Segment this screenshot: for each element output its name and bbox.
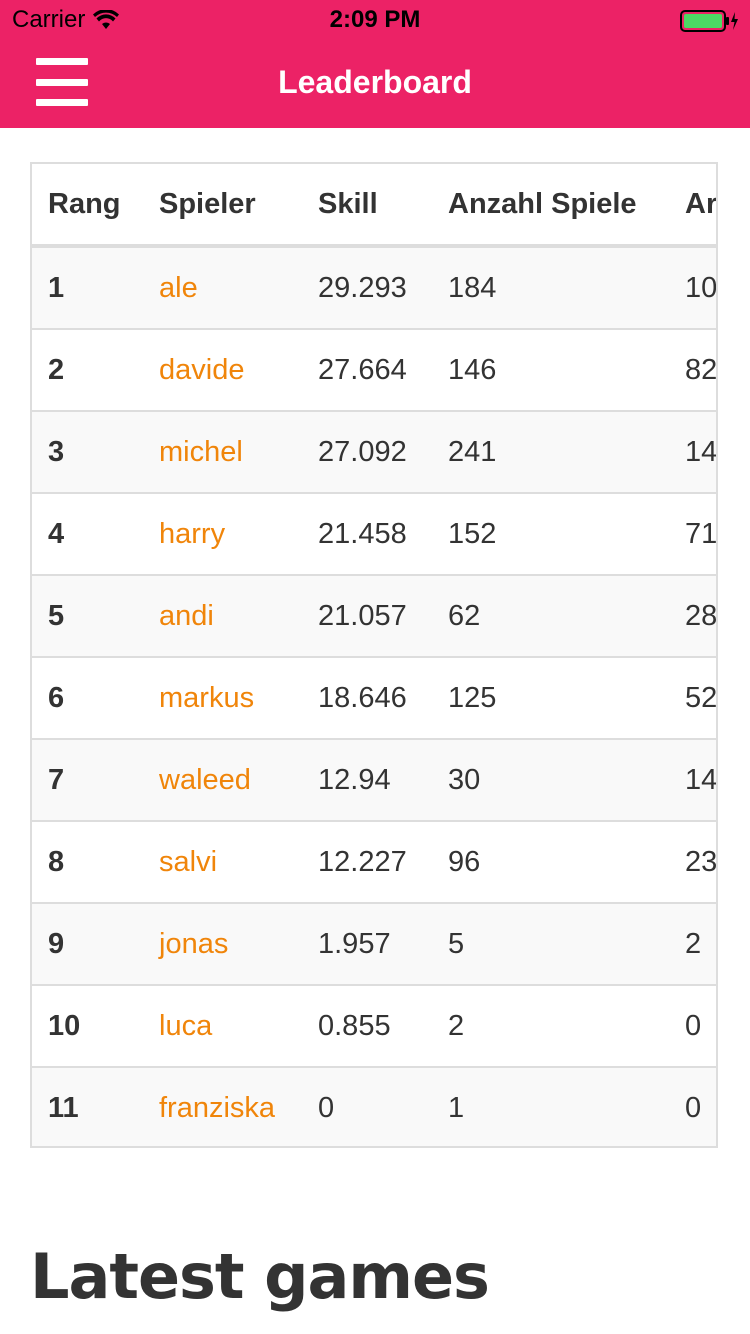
- extra-cell: 14: [669, 410, 716, 493]
- extra-cell: 71: [669, 492, 716, 575]
- extra-cell: 0: [669, 984, 716, 1067]
- table-row: 9 jonas 1.957 5 2: [32, 902, 716, 985]
- status-bar: Carrier 2:09 PM: [0, 0, 750, 40]
- player-link[interactable]: waleed: [159, 763, 251, 796]
- table-header-row: Rang Spieler Skill Anzahl Spiele Ar: [32, 164, 716, 248]
- app-header: Carrier 2:09 PM Leaderboard: [0, 0, 750, 128]
- player-link[interactable]: ale: [159, 271, 198, 304]
- player-link[interactable]: andi: [159, 599, 214, 632]
- extra-cell: 52: [669, 656, 716, 739]
- skill-cell: 0.855: [302, 984, 432, 1067]
- carrier-label: Carrier: [12, 6, 86, 33]
- skill-cell: 27.092: [302, 410, 432, 493]
- player-link[interactable]: davide: [159, 353, 245, 386]
- games-cell: 5: [432, 902, 669, 985]
- leaderboard-table-container[interactable]: Rang Spieler Skill Anzahl Spiele Ar 1 al…: [30, 162, 718, 1148]
- player-cell: andi: [143, 574, 302, 657]
- player-link[interactable]: markus: [159, 681, 255, 714]
- table-row: 2 davide 27.664 146 82: [32, 328, 716, 411]
- games-cell: 30: [432, 738, 669, 821]
- extra-cell: 23: [669, 820, 716, 903]
- rank-cell: 7: [32, 738, 143, 821]
- column-header-games: Anzahl Spiele: [432, 164, 669, 248]
- skill-cell: 21.458: [302, 492, 432, 575]
- table-row: 3 michel 27.092 241 14: [32, 410, 716, 493]
- player-cell: ale: [143, 246, 302, 329]
- skill-cell: 29.293: [318, 271, 407, 304]
- leaderboard-table: Rang Spieler Skill Anzahl Spiele Ar 1 al…: [32, 164, 718, 1146]
- player-cell: michel: [143, 410, 302, 493]
- games-cell: 125: [432, 656, 669, 739]
- player-cell: franziska: [143, 1066, 302, 1146]
- player-link[interactable]: harry: [159, 517, 226, 550]
- player-link[interactable]: michel: [159, 435, 243, 468]
- player-cell: jonas: [143, 902, 302, 985]
- skill-cell: 21.057: [302, 574, 432, 657]
- table-row: 7 waleed 12.94 30 14: [32, 738, 716, 821]
- table-row: 5 andi 21.057 62 28: [32, 574, 716, 657]
- wifi-icon: [93, 10, 120, 29]
- table-row: 4 harry 21.458 152 71: [32, 492, 716, 575]
- skill-cell: 18.646: [302, 656, 432, 739]
- player-cell: waleed: [143, 738, 302, 821]
- skill-cell: 12.94: [302, 738, 432, 821]
- extra-cell: 2: [669, 902, 716, 985]
- column-header-skill: Skill: [302, 164, 432, 248]
- skill-cell: 12.227: [302, 820, 432, 903]
- rank-cell: 4: [32, 492, 143, 575]
- player-link[interactable]: jonas: [159, 927, 229, 960]
- skill-cell: 27.664: [302, 328, 432, 411]
- extra-cell: 10: [685, 271, 718, 304]
- games-cell: 184: [448, 271, 497, 304]
- column-header-rank: Rang: [32, 164, 143, 248]
- skill-cell: 0: [302, 1066, 432, 1146]
- table-row: 10 luca 0.855 2 0: [32, 984, 716, 1067]
- battery-charging-icon: [680, 10, 740, 32]
- nav-bar: Leaderboard: [0, 40, 750, 128]
- player-cell: davide: [143, 328, 302, 411]
- rank-cell: 9: [32, 902, 143, 985]
- games-cell: 241: [432, 410, 669, 493]
- hamburger-menu-icon[interactable]: [36, 58, 90, 106]
- table-row: 11 franziska 0 1 0: [32, 1066, 716, 1146]
- rank-cell: 5: [32, 574, 143, 657]
- rank-cell: 1: [48, 271, 65, 304]
- games-cell: 152: [432, 492, 669, 575]
- table-row: 8 salvi 12.227 96 23: [32, 820, 716, 903]
- games-cell: 62: [432, 574, 669, 657]
- player-cell: salvi: [143, 820, 302, 903]
- table-row: 6 markus 18.646 125 52: [32, 656, 716, 739]
- carrier-info: Carrier: [12, 6, 120, 34]
- player-link[interactable]: luca: [159, 1009, 213, 1042]
- games-cell: 1: [432, 1066, 669, 1146]
- player-cell: markus: [143, 656, 302, 739]
- player-cell: luca: [143, 984, 302, 1067]
- extra-cell: 82: [669, 328, 716, 411]
- games-cell: 2: [432, 984, 669, 1067]
- rank-cell: 8: [32, 820, 143, 903]
- status-time: 2:09 PM: [329, 6, 421, 33]
- games-cell: 96: [432, 820, 669, 903]
- player-link[interactable]: franziska: [159, 1091, 276, 1124]
- latest-games-heading: Latest games: [30, 1240, 490, 1313]
- player-link[interactable]: salvi: [159, 845, 218, 878]
- extra-cell: 0: [669, 1066, 716, 1146]
- player-cell: harry: [143, 492, 302, 575]
- page-title: Leaderboard: [278, 64, 472, 100]
- extra-cell: 14: [669, 738, 716, 821]
- column-header-player: Spieler: [143, 164, 302, 248]
- rank-cell: 2: [32, 328, 143, 411]
- rank-cell: 6: [32, 656, 143, 739]
- games-cell: 146: [432, 328, 669, 411]
- rank-cell: 11: [32, 1066, 143, 1146]
- rank-cell: 10: [32, 984, 143, 1067]
- rank-cell: 3: [32, 410, 143, 493]
- column-header-truncated: Ar: [669, 164, 716, 248]
- table-row: 1 ale 29.293 184 10: [32, 246, 718, 329]
- skill-cell: 1.957: [302, 902, 432, 985]
- extra-cell: 28: [669, 574, 716, 657]
